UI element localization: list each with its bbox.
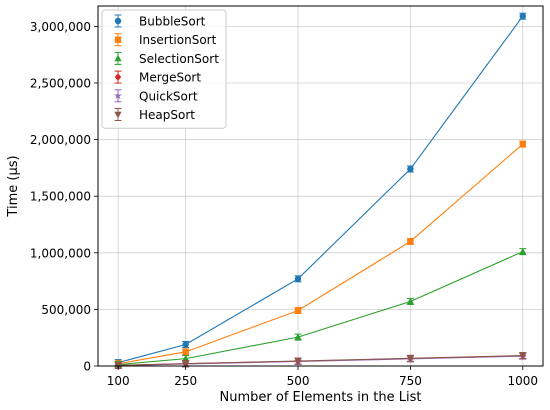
- data-point-bubblesort: [407, 165, 414, 173]
- legend-box: [101, 9, 227, 129]
- legend-marker-heapsort: [114, 111, 122, 119]
- x-axis-label: Number of Elements in the List: [220, 390, 422, 405]
- legend-marker-bubblesort: [114, 17, 122, 25]
- legend-item-bubblesort: BubbleSort: [114, 14, 206, 29]
- y-tick-label: 2,000,000: [30, 133, 91, 147]
- legend-item-quicksort: QuickSort: [114, 89, 198, 103]
- x-tick-label: 500: [287, 374, 310, 388]
- y-tick-label: 1,500,000: [30, 190, 91, 204]
- series-selectionsort: [114, 247, 527, 369]
- data-point-bubblesort: [182, 341, 189, 348]
- data-point-insertionsort: [519, 140, 526, 148]
- legend-item-selectionsort: SelectionSort: [114, 51, 219, 66]
- series-insertionsort: [114, 140, 527, 368]
- data-point-insertionsort: [407, 238, 414, 245]
- legend: BubbleSort InsertionSort SelectionSort Merg…: [101, 9, 227, 129]
- y-tick-label: 3,000,000: [30, 20, 91, 34]
- x-tick-label: 250: [174, 374, 197, 388]
- data-point-selectionsort: [519, 247, 527, 255]
- legend-item-insertionsort: InsertionSort: [114, 33, 217, 47]
- data-point-heapsort: [406, 355, 414, 363]
- y-tick-label: 500,000: [41, 303, 91, 317]
- axes: [97, 5, 544, 367]
- series-line-heapsort: [118, 355, 523, 366]
- x-tick-label: 1000: [507, 374, 538, 388]
- data-point-insertionsort: [182, 348, 189, 356]
- legend-marker-mergesort: [114, 73, 122, 81]
- legend-label: QuickSort: [139, 89, 198, 103]
- legend-label: InsertionSort: [139, 33, 217, 47]
- y-tick-label: 1,000,000: [30, 246, 91, 260]
- data-point-bubblesort: [294, 275, 302, 283]
- series-line-selectionsort: [118, 251, 523, 366]
- legend-label: BubbleSort: [139, 15, 206, 29]
- data-point-heapsort: [182, 360, 190, 368]
- axis-ticks: 100 250 500 750 1000 0 500,000 1,000,000 1,500,0…: [30, 20, 538, 388]
- data-point-bubblesort: [519, 12, 526, 20]
- data-point-insertionsort: [294, 307, 302, 314]
- legend-label: MergeSort: [139, 71, 201, 85]
- legend-marker-selectionsort: [114, 54, 122, 62]
- data-point-heapsort: [519, 352, 527, 360]
- legend-label: SelectionSort: [139, 52, 219, 66]
- legend-item-heapsort: HeapSort: [114, 108, 195, 122]
- x-tick-label: 100: [107, 374, 130, 388]
- data-point-selectionsort: [182, 354, 190, 362]
- series-heapsort: [114, 352, 527, 370]
- data-point-selectionsort: [406, 297, 414, 305]
- series-lines: [114, 12, 527, 370]
- y-tick-label: 0: [83, 360, 91, 374]
- series-line-insertionsort: [118, 143, 524, 365]
- y-axis-label: Time (µs): [6, 155, 21, 217]
- legend-marker-quicksort: [114, 91, 122, 100]
- plot-frame: [97, 5, 544, 367]
- legend-item-mergesort: MergeSort: [114, 70, 201, 85]
- data-point-heapsort: [294, 358, 302, 365]
- x-tick-label: 750: [399, 374, 422, 388]
- legend-label: HeapSort: [139, 108, 195, 122]
- data-point-selectionsort: [294, 333, 302, 340]
- legend-marker-insertionsort: [114, 36, 122, 43]
- y-tick-label: 2,500,000: [30, 76, 91, 90]
